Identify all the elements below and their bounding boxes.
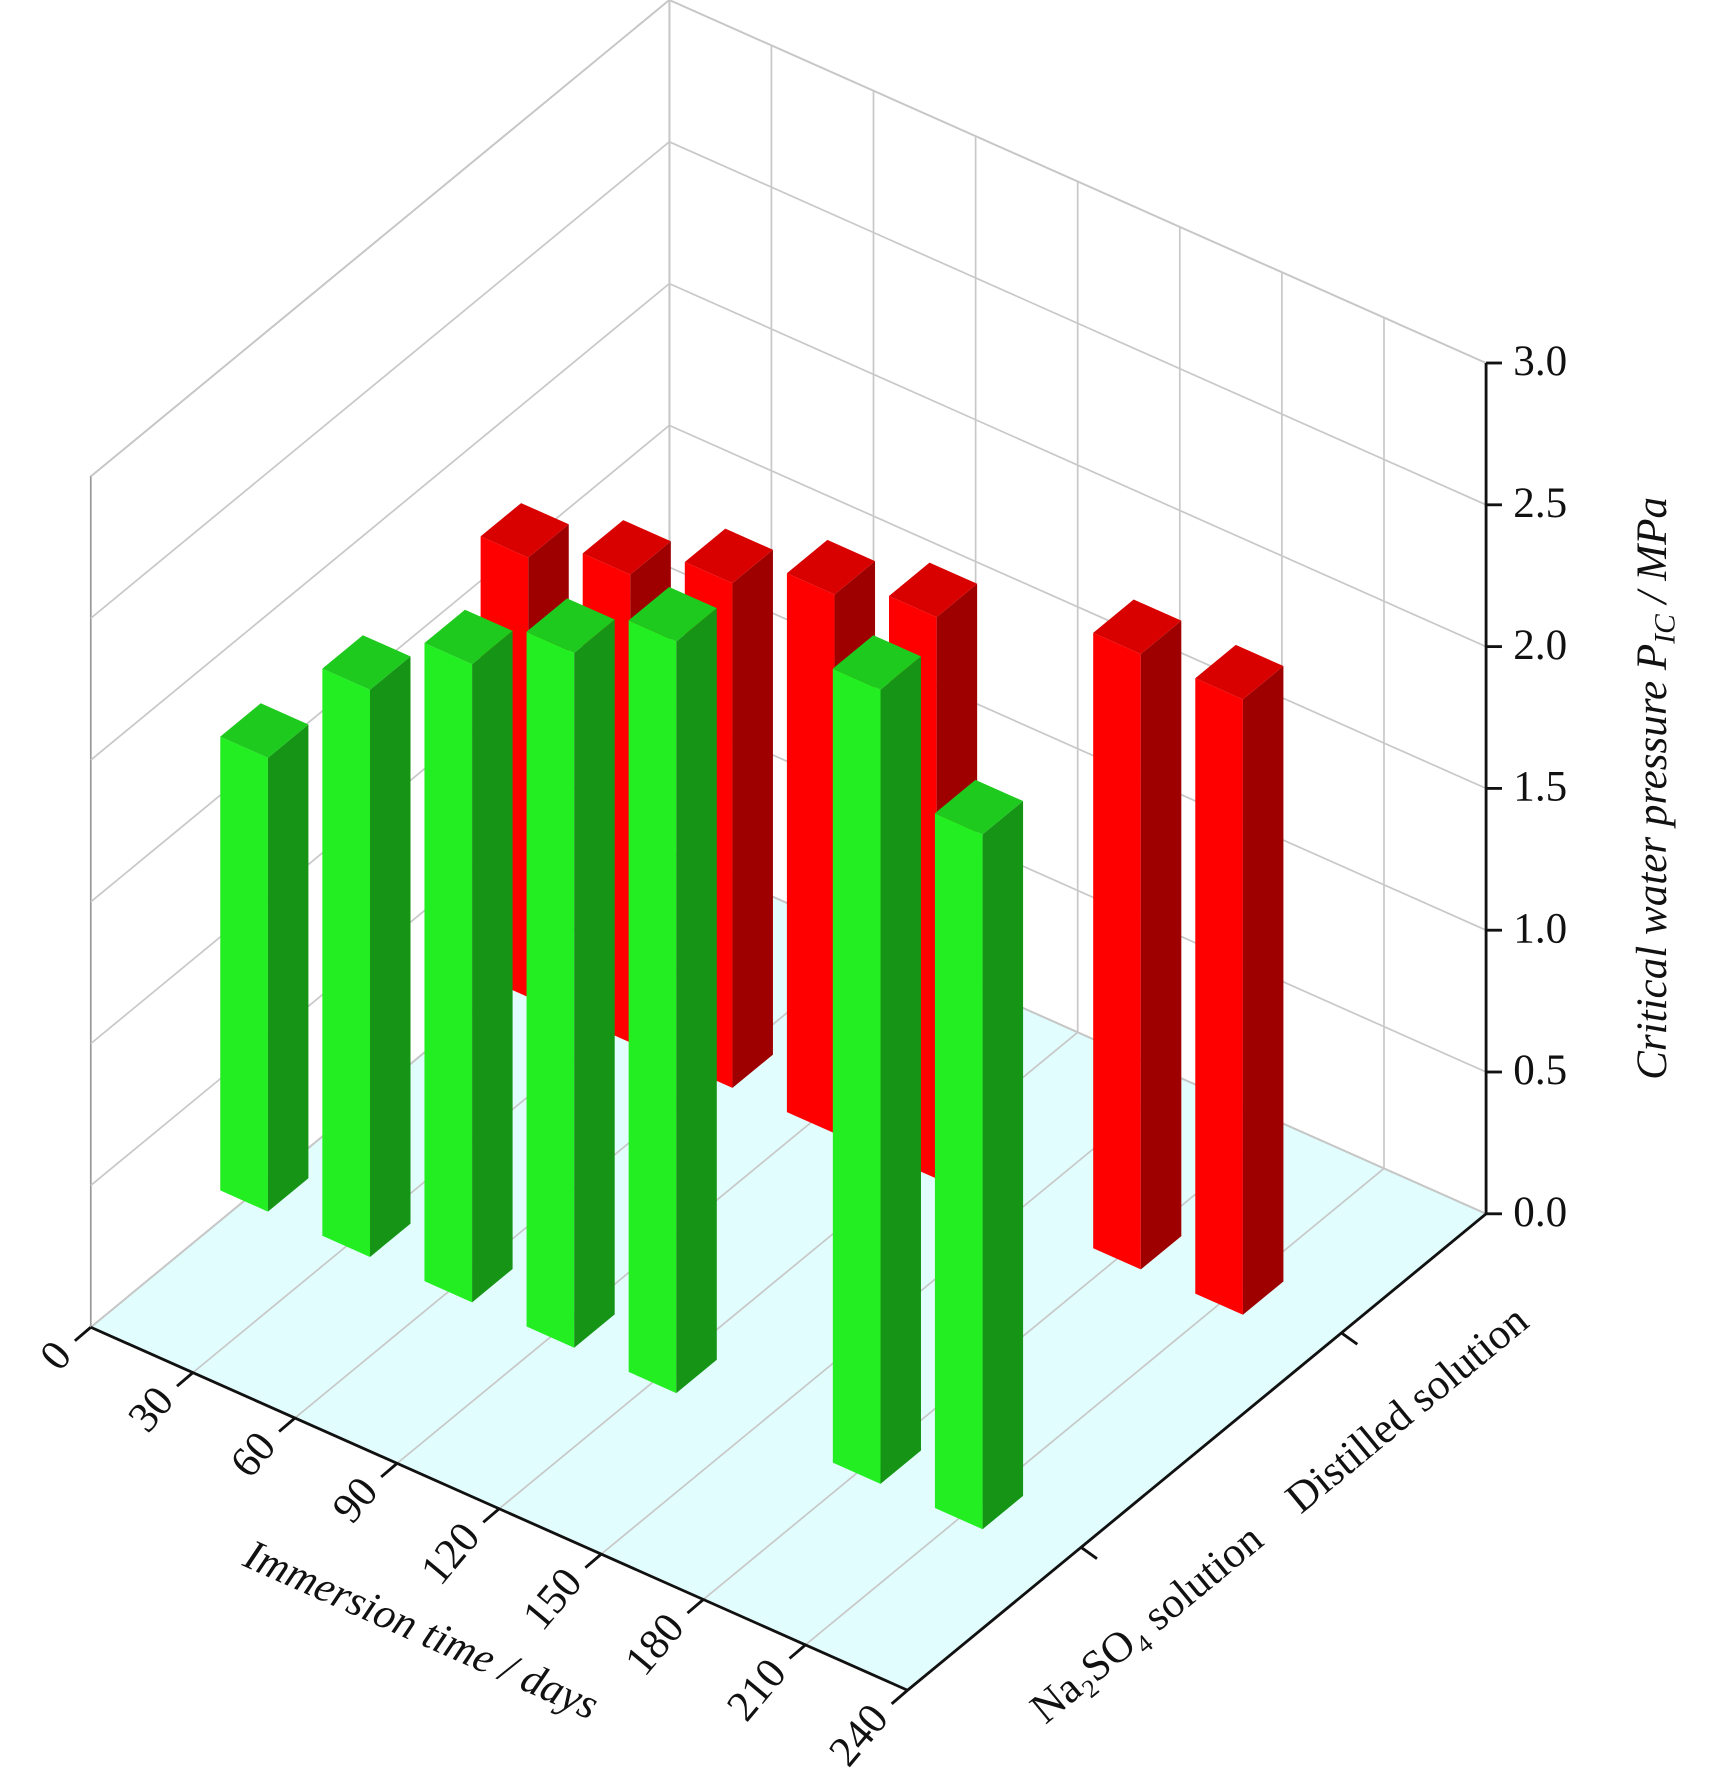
bar-front [322, 668, 371, 1257]
x-tick [788, 1643, 807, 1660]
bar-front [628, 620, 677, 1394]
x-tick-label: 180 [616, 1605, 694, 1685]
bar-side [574, 619, 615, 1348]
bar-side [676, 608, 717, 1394]
x-tick-label: 0 [31, 1333, 81, 1380]
bar-top [786, 539, 876, 595]
bar-front [832, 668, 881, 1484]
bar-top [582, 520, 671, 575]
wall-grid-line [90, 282, 670, 761]
bar-front [424, 643, 473, 1303]
z-label-main: Critical water pressure [1629, 670, 1676, 1080]
bar-side [1242, 666, 1284, 1315]
x-tick-label: 30 [119, 1378, 183, 1441]
z-tick-label: 2.0 [1513, 622, 1567, 669]
z-tick-label: 0.0 [1513, 1189, 1567, 1236]
bar-side [370, 656, 411, 1257]
bar [832, 635, 921, 1484]
bar-front [786, 573, 835, 1134]
bar-side [982, 801, 1024, 1530]
bar-top [480, 503, 569, 558]
z-tick-label: 1.5 [1513, 764, 1567, 811]
bar-side [1140, 620, 1182, 1270]
bar [628, 587, 717, 1394]
wall-grid-line [90, 0, 670, 478]
x-tick [584, 1553, 603, 1569]
x-tick [482, 1507, 501, 1524]
wall-grid-line [668, 424, 1487, 790]
x-tick [73, 1326, 92, 1342]
bar [322, 635, 411, 1257]
x-tick [686, 1598, 705, 1615]
bar-top [220, 703, 309, 758]
wall-grid-line [90, 141, 670, 619]
wall-grid-line [668, 0, 1487, 364]
floor-grid-line [804, 1167, 1385, 1646]
z-axis-label: Critical water pressure PIC / MPa [1629, 497, 1681, 1080]
bar-front [934, 813, 983, 1530]
bar-top [628, 587, 717, 642]
bar-top [934, 779, 1024, 835]
bar-top [1093, 599, 1182, 655]
z-label-sub: IC [1649, 614, 1681, 645]
bar-front [220, 736, 268, 1212]
z-label-symbol: P [1629, 644, 1676, 671]
bar-top [424, 609, 513, 665]
x-tick-label: 120 [412, 1514, 490, 1594]
z-tick-label: 2.5 [1513, 480, 1567, 527]
x-tick-label: 150 [514, 1559, 592, 1639]
bar [526, 598, 615, 1348]
z-label-unit: / MPa [1629, 497, 1676, 614]
x-tick [890, 1689, 909, 1705]
bar-side [880, 656, 921, 1484]
bar-top [322, 635, 411, 690]
bar-side [732, 549, 773, 1088]
x-tick-label: 240 [820, 1696, 898, 1776]
bar [1093, 599, 1182, 1270]
bar-top [526, 598, 615, 653]
z-tick-label: 1.0 [1513, 905, 1567, 952]
x-tick [176, 1371, 194, 1388]
bar [424, 609, 513, 1303]
bar-top [888, 562, 978, 618]
wall-grid-line [668, 141, 1487, 506]
depth-axis [906, 1212, 1487, 1692]
bar-front [526, 631, 575, 1348]
x-tick-label: 60 [222, 1423, 286, 1486]
bar-side [267, 724, 309, 1212]
bar-top [832, 635, 921, 690]
x-tick-label: 210 [718, 1650, 796, 1730]
depth-tick [1080, 1546, 1098, 1560]
bar-top [684, 528, 773, 584]
wall-grid-line [668, 282, 1487, 648]
z-tick-label: 0.5 [1513, 1047, 1567, 1094]
x-tick [278, 1416, 296, 1433]
bar-front [1093, 632, 1141, 1270]
z-tick-label: 3.0 [1513, 338, 1567, 385]
bar [220, 703, 309, 1212]
x-axis [90, 1325, 909, 1692]
x-tick-label: 90 [324, 1469, 388, 1532]
bar-side [472, 630, 513, 1303]
bar-front [1195, 678, 1243, 1315]
bar [1195, 644, 1284, 1315]
x-tick [380, 1462, 398, 1479]
depth-tick [1340, 1331, 1359, 1346]
bar-top [1195, 644, 1284, 700]
bar [934, 779, 1024, 1530]
